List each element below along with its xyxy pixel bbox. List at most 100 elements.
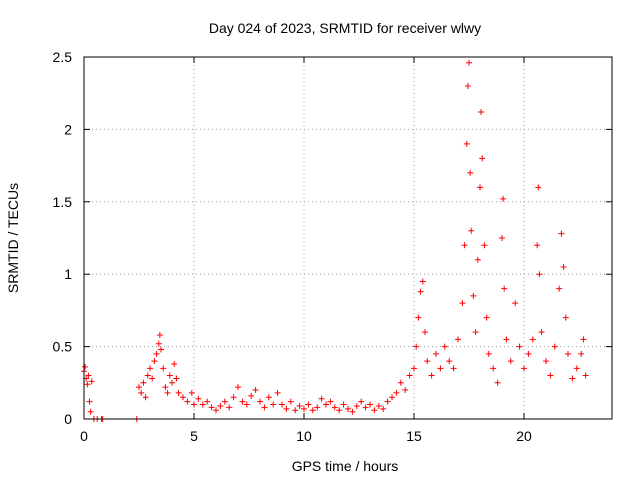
data-point (461, 242, 468, 249)
x-tick-label: 15 (406, 428, 422, 444)
data-point (166, 372, 173, 379)
data-point (580, 336, 587, 343)
data-point (85, 372, 92, 379)
data-point (142, 394, 149, 401)
data-point (147, 365, 153, 372)
data-point (389, 394, 395, 401)
data-point (248, 392, 255, 399)
data-point (292, 407, 299, 414)
data-point (516, 343, 523, 350)
data-point (156, 332, 163, 339)
data-point (490, 365, 497, 372)
data-point (446, 358, 453, 365)
data-point (213, 407, 219, 414)
data-point (525, 350, 532, 357)
data-point (175, 389, 182, 396)
data-point (309, 407, 316, 414)
points-layer (81, 59, 589, 422)
data-point (578, 350, 585, 357)
data-point (340, 401, 347, 408)
data-point (535, 184, 542, 191)
data-point (428, 372, 435, 379)
data-point (503, 336, 510, 343)
data-point (481, 242, 488, 249)
chart-title: Day 024 of 2023, SRMTID for receiver wlw… (209, 20, 481, 36)
data-point (82, 363, 89, 370)
data-point (500, 195, 507, 202)
data-point (164, 389, 171, 396)
data-point (345, 405, 351, 412)
data-point (479, 155, 486, 162)
data-point (411, 365, 417, 372)
data-point (384, 398, 391, 405)
data-point (301, 405, 307, 412)
data-point (499, 235, 505, 241)
data-point (318, 395, 325, 402)
y-axis-label: SRMTID / TECUs (5, 183, 21, 293)
data-point (305, 401, 312, 408)
data-point (417, 288, 424, 295)
data-point (582, 372, 589, 379)
plot-frame (83, 56, 613, 420)
data-point (230, 394, 237, 401)
data-point (402, 387, 409, 394)
data-point (441, 343, 448, 350)
data-point (140, 379, 147, 386)
data-point (371, 407, 378, 414)
data-point (397, 379, 404, 386)
data-point (467, 169, 474, 176)
data-point (547, 372, 554, 379)
data-point (162, 384, 169, 391)
y-tick-label: 2.5 (53, 49, 73, 65)
data-point (265, 394, 272, 401)
data-point (562, 314, 569, 321)
data-point (358, 398, 365, 405)
x-tick-label: 10 (296, 428, 312, 444)
data-point (463, 140, 470, 147)
data-point (199, 401, 206, 408)
data-point (556, 285, 563, 292)
data-point (217, 402, 224, 409)
data-point (274, 389, 281, 396)
y-tick-label: 1 (64, 266, 72, 282)
data-point (501, 285, 508, 292)
data-point (477, 184, 483, 191)
data-point (158, 346, 164, 353)
data-point (437, 365, 444, 372)
data-point (239, 398, 246, 405)
data-point (470, 292, 477, 299)
data-point (180, 394, 186, 401)
data-point (472, 329, 479, 336)
data-point (349, 408, 356, 415)
data-point (419, 278, 426, 285)
data-point (195, 395, 202, 402)
data-point (424, 358, 431, 365)
data-point (375, 402, 382, 409)
data-point (494, 379, 501, 386)
data-point (422, 329, 428, 336)
data-point (153, 350, 160, 357)
data-point (558, 230, 565, 237)
data-point (184, 398, 191, 405)
data-point (450, 365, 457, 372)
data-point (521, 365, 527, 372)
data-point (551, 343, 558, 350)
data-point (252, 387, 259, 394)
data-point (331, 404, 338, 411)
data-point (507, 358, 514, 365)
data-point (393, 389, 400, 396)
y-tick-label: 0 (64, 411, 72, 427)
data-point (144, 372, 151, 379)
data-point (459, 300, 466, 307)
data-point (327, 398, 334, 405)
data-point (466, 59, 472, 66)
data-point (529, 336, 536, 343)
data-point (287, 398, 294, 405)
data-point (534, 242, 541, 249)
data-point (560, 263, 567, 270)
data-point (415, 314, 422, 321)
data-point (483, 314, 490, 321)
data-point (478, 109, 485, 116)
data-point (314, 404, 321, 411)
